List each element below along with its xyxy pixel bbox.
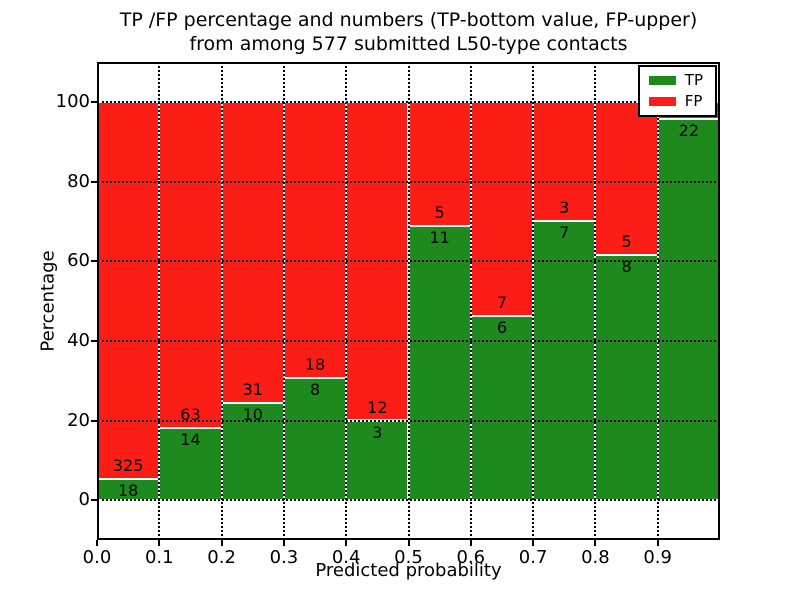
- x-gridline: [345, 62, 348, 540]
- chart-title-line-1: TP /FP percentage and numbers (TP-bottom…: [119, 9, 698, 31]
- tp-count-label: 8: [621, 257, 632, 277]
- x-tick: [96, 540, 98, 546]
- bar-segment-tp: [595, 255, 658, 501]
- bar-segment-tp: [533, 221, 596, 501]
- bar-segment-fp: [159, 101, 222, 428]
- y-tick-label: 0: [78, 489, 90, 511]
- x-tick-label: 0.3: [269, 547, 299, 568]
- bar-segment-fp: [283, 101, 347, 378]
- tp-count-label: 18: [117, 481, 139, 501]
- x-tick-label: 0.1: [144, 547, 174, 568]
- bar-segment-tp: [657, 119, 720, 501]
- bar-segment-tp: [408, 226, 471, 501]
- fp-count-label: 325: [112, 456, 144, 476]
- legend-item-fp: FP: [648, 92, 703, 110]
- x-tick: [282, 540, 285, 546]
- x-tick-label: 0.9: [643, 547, 672, 568]
- y-tick: [91, 180, 97, 183]
- x-tick: [220, 540, 223, 546]
- y-tick-label: 60: [67, 250, 90, 272]
- fp-count-label: 63: [180, 404, 201, 424]
- fp-swatch: [648, 97, 676, 106]
- x-gridline: [407, 62, 410, 540]
- x-tick: [594, 540, 597, 546]
- tp-count-label: 8: [309, 379, 321, 399]
- x-tick-label: 0.2: [207, 547, 236, 568]
- tp-count-label: 7: [559, 223, 570, 243]
- x-gridline: [656, 62, 659, 540]
- fp-count-label: 7: [496, 293, 508, 313]
- fp-count-label: 5: [434, 203, 445, 223]
- bar-segment-tp: [283, 377, 347, 501]
- chart-title: TP /FP percentage and numbers (TP-bottom…: [97, 8, 720, 56]
- x-axis-label: Predicted probability: [315, 560, 502, 581]
- x-gridline: [469, 62, 472, 540]
- x-tick: [469, 540, 472, 546]
- fp-count-label: 5: [621, 232, 632, 252]
- y-tick-label: 80: [67, 170, 90, 192]
- legend-item-tp: TP: [648, 71, 703, 89]
- bar-segment-tp: [470, 316, 534, 501]
- plot-area: TP FP 325 18 63 14 31 10 18 8 12 3 5 11 7 6 3 7 5 8 22: [97, 62, 720, 540]
- x-tick-label: 0.0: [82, 547, 112, 568]
- x-gridline: [220, 62, 223, 540]
- tp-count-label: 10: [242, 405, 263, 424]
- x-tick-label: 0.5: [394, 547, 423, 568]
- tp-count-label: 11: [429, 228, 450, 248]
- fp-count-label: 12: [367, 397, 388, 417]
- tp-swatch: [648, 76, 676, 85]
- y-tick: [91, 339, 97, 342]
- y-tick-label: 100: [55, 90, 90, 112]
- y-tick-label: 20: [67, 409, 90, 431]
- x-tick: [345, 540, 348, 546]
- tp-count-label: 22: [678, 121, 700, 141]
- x-tick-label: 0.4: [331, 547, 361, 568]
- bar-segment-tp: [159, 427, 222, 501]
- y-tick-label: 40: [67, 329, 90, 351]
- x-tick: [407, 540, 410, 546]
- bar-segment-fp: [97, 101, 160, 480]
- y-tick: [91, 499, 97, 502]
- y-tick: [91, 100, 97, 103]
- fp-count-label: 31: [242, 380, 263, 399]
- x-tick-label: 0.7: [518, 547, 548, 568]
- bar-segment-fp: [221, 101, 284, 403]
- x-gridline: [282, 62, 285, 540]
- y-tick: [91, 260, 97, 263]
- fp-count-label: 3: [559, 198, 570, 218]
- x-tick: [532, 540, 535, 546]
- tp-count-label: 3: [372, 422, 383, 442]
- x-tick: [158, 540, 161, 546]
- legend: TP FP: [637, 65, 717, 117]
- chart-title-line-2: from among 577 submitted L50-type contac…: [189, 33, 628, 55]
- tp-count-label: 6: [496, 318, 508, 338]
- x-tick-label: 0.8: [581, 547, 610, 568]
- legend-label-tp: TP: [684, 71, 703, 89]
- x-tick: [656, 540, 659, 546]
- x-gridline: [532, 62, 535, 540]
- y-tick: [91, 419, 97, 422]
- x-gridline: [594, 62, 597, 540]
- bar-segment-fp: [470, 101, 534, 317]
- x-tick-label: 0.6: [456, 547, 486, 568]
- x-gridline: [158, 62, 161, 540]
- legend-label-fp: FP: [684, 92, 703, 110]
- tp-count-label: 14: [180, 429, 201, 449]
- fp-count-label: 18: [304, 354, 326, 374]
